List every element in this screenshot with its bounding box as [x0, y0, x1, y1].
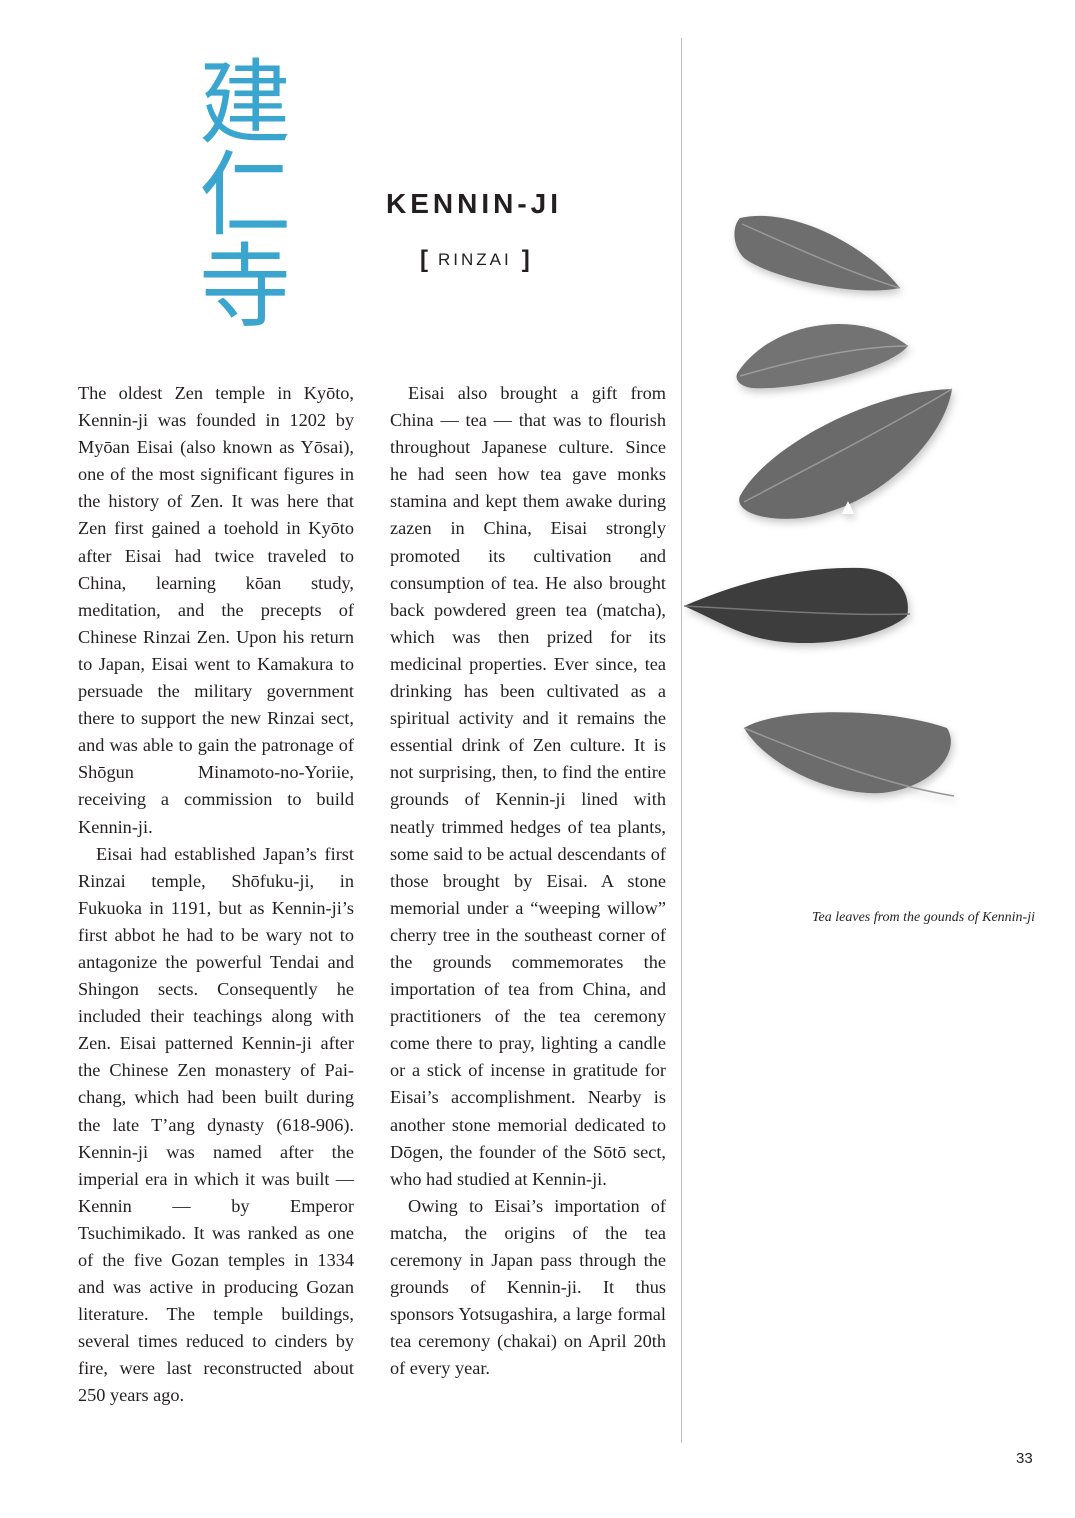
tea-leaves-image [683, 215, 955, 797]
image-caption: Tea leaves from the gounds of Kennin-ji [812, 910, 1035, 925]
tea-leaf-4 [683, 567, 911, 644]
kanji-char-2: 仁 [198, 142, 291, 249]
page-number: 33 [1016, 1450, 1033, 1467]
paragraph: Eisai also brought a gift from China — t… [390, 383, 666, 1189]
close-bracket: ] [521, 246, 530, 273]
tea-leaf-3 [739, 388, 953, 519]
sect-name: RINZAI [438, 250, 512, 269]
page-title: KENNIN-JI [386, 188, 563, 219]
paragraph: The oldest Zen temple in Kyōto, Kennin-j… [78, 383, 354, 837]
tea-leaf-1 [734, 215, 901, 291]
kanji-char-1: 建 [198, 50, 291, 157]
column-divider [681, 38, 682, 1443]
kanji-char-3: 寺 [198, 234, 291, 341]
sect-label: [ RINZAI] [420, 246, 530, 274]
open-bracket: [ [420, 246, 428, 273]
kanji-heading: 建 仁 寺 [190, 58, 300, 334]
body-column-middle: Eisai also brought a gift from China — t… [390, 380, 666, 1382]
paragraph: Owing to Eisai’s importation of matcha, … [390, 1195, 666, 1379]
body-column-left: The oldest Zen temple in Kyōto, Kennin-j… [78, 380, 354, 1410]
paragraph: Eisai had established Japan’s first Rinz… [78, 843, 354, 1406]
tea-leaf-2 [736, 324, 909, 389]
tea-leaf-5 [743, 712, 955, 797]
